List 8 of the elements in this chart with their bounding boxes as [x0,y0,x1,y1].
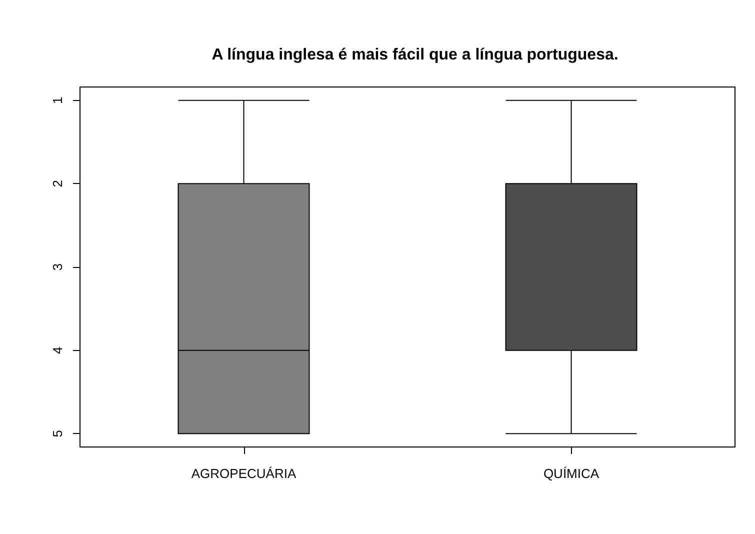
x-tick-label: QUÍMICA [543,466,600,481]
y-tick-label: 1 [50,96,65,104]
x-tick-label: AGROPECUÁRIA [191,466,296,481]
y-tick-label: 5 [50,430,65,438]
chart-title: A língua inglesa é mais fácil que a língua portuguesa. [212,46,618,64]
y-tick-label: 3 [50,263,65,271]
y-tick-label: 2 [50,180,65,188]
y-tick-label: 4 [50,346,65,354]
